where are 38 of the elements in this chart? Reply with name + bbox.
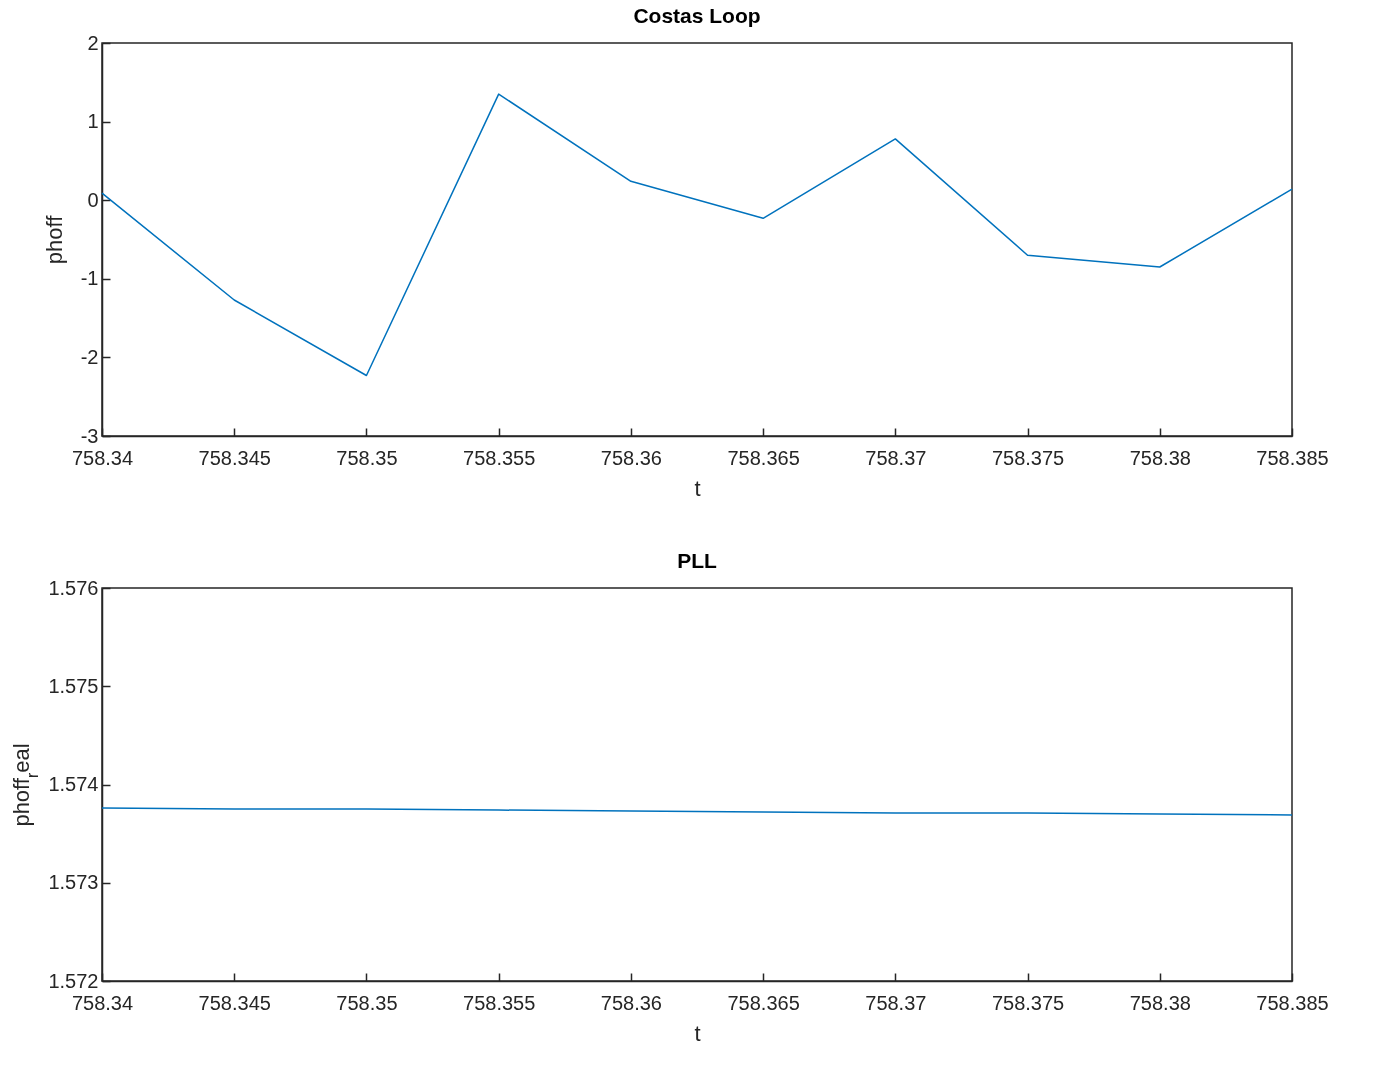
x-axis-title: t bbox=[694, 1020, 701, 1046]
x-tick-label: 758.355 bbox=[463, 991, 536, 1014]
x-tick-label: 758.37 bbox=[865, 991, 927, 1014]
x-tick-label: 758.375 bbox=[991, 991, 1065, 1014]
chart-title: Costas Loop bbox=[633, 4, 761, 27]
y-tick-label: 1.573 bbox=[48, 871, 99, 894]
x-tick-label: 758.365 bbox=[727, 991, 800, 1014]
x-tick-label: 758.34 bbox=[71, 446, 134, 469]
y-tick-label: 2 bbox=[87, 31, 99, 54]
y-tick-label: 1.574 bbox=[48, 773, 99, 795]
y-tick-label: -2 bbox=[80, 345, 99, 368]
x-tick-label: 758.34 bbox=[71, 991, 134, 1014]
y-tick-label: 1 bbox=[87, 110, 99, 133]
y-tick-label: 1.575 bbox=[48, 674, 99, 697]
chart-title: PLL bbox=[677, 549, 717, 572]
x-tick-label: 758.345 bbox=[198, 446, 271, 469]
y-tick-label: 1.572 bbox=[48, 969, 99, 992]
x-tick-label: 758.37 bbox=[865, 446, 927, 469]
x-tick-label: 758.385 bbox=[1256, 446, 1329, 469]
line-series bbox=[101, 807, 1293, 816]
x-tick-label: 758.345 bbox=[198, 991, 271, 1014]
x-axis-title: t bbox=[694, 475, 701, 501]
x-tick-label: 758.365 bbox=[727, 446, 800, 469]
y-axis-title: phoff bbox=[41, 214, 67, 265]
y-tick-label: -3 bbox=[80, 424, 99, 447]
y-tick-label: 1.576 bbox=[48, 576, 99, 599]
x-tick-label: 758.35 bbox=[336, 446, 398, 469]
x-tick-label: 758.375 bbox=[991, 446, 1065, 469]
x-tick-label: 758.38 bbox=[1129, 446, 1191, 469]
x-tick-label: 758.36 bbox=[600, 991, 662, 1014]
x-tick-label: 758.35 bbox=[336, 991, 398, 1014]
y-tick-label: 0 bbox=[87, 188, 99, 211]
y-tick-label: -1 bbox=[80, 267, 99, 290]
x-tick-label: 758.38 bbox=[1129, 991, 1191, 1014]
x-tick-label: 758.36 bbox=[600, 446, 662, 469]
x-tick-label: 758.385 bbox=[1256, 991, 1329, 1014]
x-tick-label: 758.355 bbox=[463, 446, 536, 469]
line-series bbox=[101, 93, 1293, 377]
